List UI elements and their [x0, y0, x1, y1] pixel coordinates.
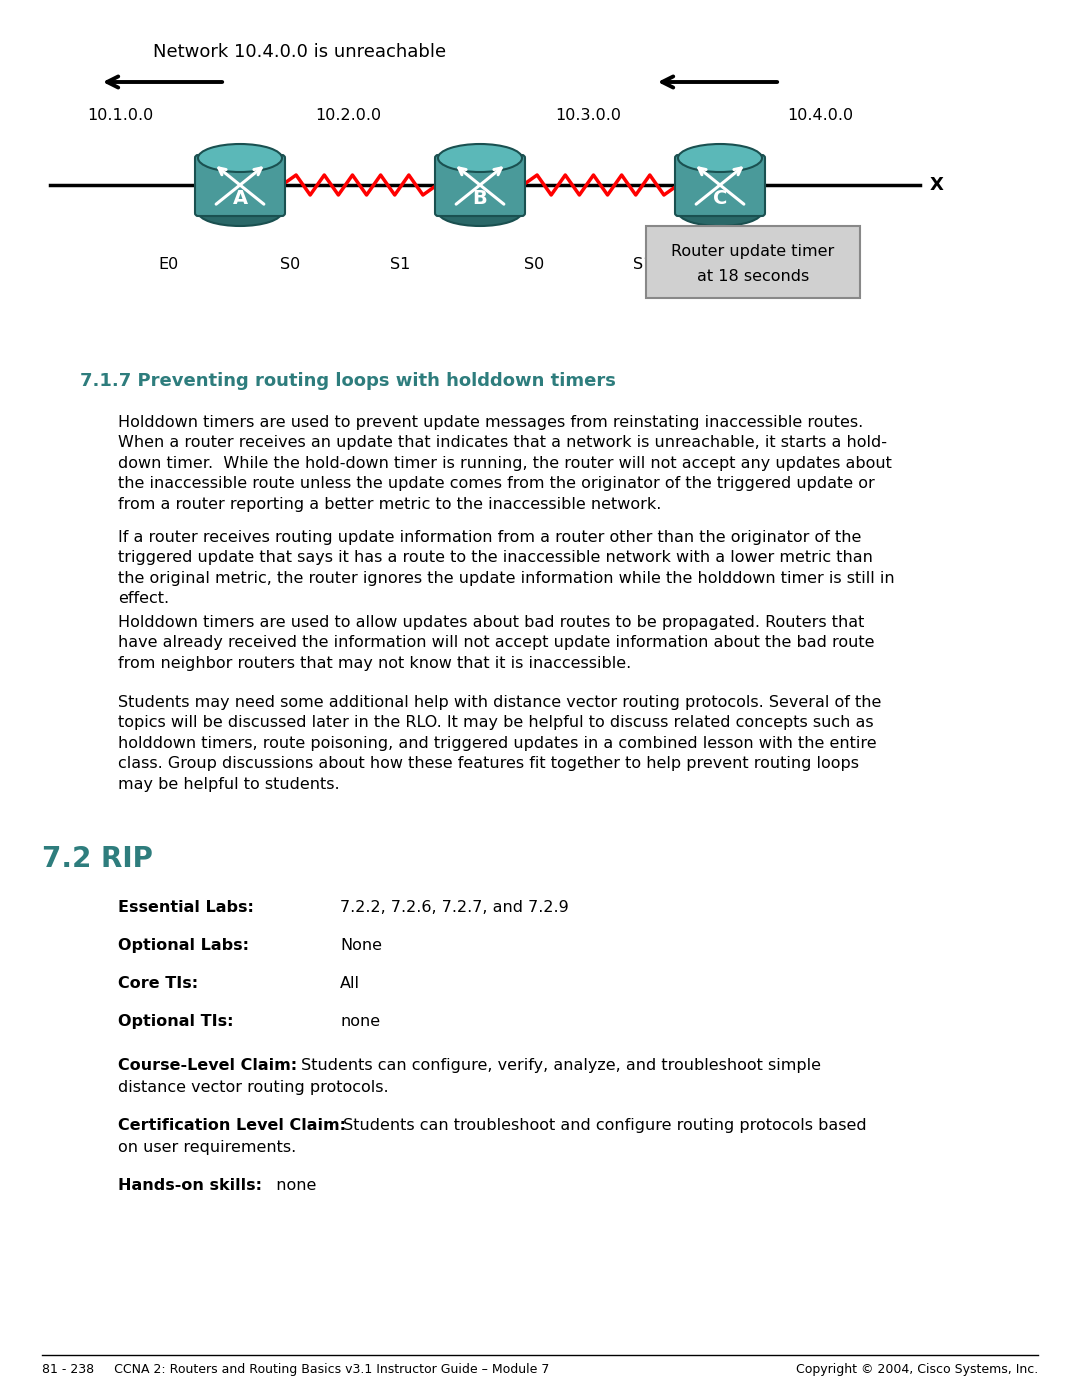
- Text: S0: S0: [524, 257, 544, 272]
- Ellipse shape: [678, 144, 762, 172]
- Text: none: none: [340, 1014, 380, 1030]
- Ellipse shape: [438, 198, 522, 226]
- Text: X: X: [930, 176, 944, 194]
- Text: Holddown timers are used to prevent update messages from reinstating inaccessibl: Holddown timers are used to prevent upda…: [118, 415, 892, 511]
- Text: S1: S1: [633, 257, 653, 272]
- Text: S1: S1: [390, 257, 410, 272]
- FancyBboxPatch shape: [195, 155, 285, 217]
- Text: Holddown timers are used to allow updates about bad routes to be propagated. Rou: Holddown timers are used to allow update…: [118, 615, 875, 671]
- Text: Optional TIs:: Optional TIs:: [118, 1014, 233, 1030]
- Text: A: A: [232, 189, 247, 208]
- Text: 10.3.0.0: 10.3.0.0: [555, 108, 621, 123]
- Ellipse shape: [438, 144, 522, 172]
- Text: Network 10.4.0.0 is unreachable: Network 10.4.0.0 is unreachable: [153, 43, 446, 61]
- Text: If a router receives routing update information from a router other than the ori: If a router receives routing update info…: [118, 529, 894, 606]
- Text: S0: S0: [280, 257, 300, 272]
- Text: Students may need some additional help with distance vector routing protocols. S: Students may need some additional help w…: [118, 694, 881, 792]
- Text: 81 - 238     CCNA 2: Routers and Routing Basics v3.1 Instructor Guide – Module 7: 81 - 238 CCNA 2: Routers and Routing Bas…: [42, 1363, 550, 1376]
- Text: B: B: [473, 189, 487, 208]
- Text: None: None: [340, 937, 382, 953]
- Text: All: All: [340, 977, 360, 990]
- Text: E0: E0: [158, 257, 178, 272]
- Text: 7.1.7 Preventing routing loops with holddown timers: 7.1.7 Preventing routing loops with hold…: [80, 372, 616, 390]
- Text: Students can troubleshoot and configure routing protocols based: Students can troubleshoot and configure …: [338, 1118, 866, 1133]
- FancyBboxPatch shape: [646, 226, 860, 298]
- Text: Copyright © 2004, Cisco Systems, Inc.: Copyright © 2004, Cisco Systems, Inc.: [796, 1363, 1038, 1376]
- Ellipse shape: [198, 198, 282, 226]
- Text: 10.2.0.0: 10.2.0.0: [315, 108, 381, 123]
- Text: Essential Labs:: Essential Labs:: [118, 900, 254, 915]
- Ellipse shape: [678, 198, 762, 226]
- Text: none: none: [266, 1178, 316, 1193]
- Text: Hands-on skills:: Hands-on skills:: [118, 1178, 262, 1193]
- Text: distance vector routing protocols.: distance vector routing protocols.: [118, 1080, 389, 1095]
- Text: Students can configure, verify, analyze, and troubleshoot simple: Students can configure, verify, analyze,…: [296, 1058, 821, 1073]
- Ellipse shape: [198, 144, 282, 172]
- Text: Router update timer: Router update timer: [672, 244, 835, 260]
- Text: Optional Labs:: Optional Labs:: [118, 937, 249, 953]
- Text: C: C: [713, 189, 727, 208]
- Text: 7.2.2, 7.2.6, 7.2.7, and 7.2.9: 7.2.2, 7.2.6, 7.2.7, and 7.2.9: [340, 900, 569, 915]
- FancyBboxPatch shape: [435, 155, 525, 217]
- FancyBboxPatch shape: [675, 155, 765, 217]
- Text: on user requirements.: on user requirements.: [118, 1140, 296, 1155]
- Text: at 18 seconds: at 18 seconds: [697, 270, 809, 285]
- Text: 10.1.0.0: 10.1.0.0: [86, 108, 153, 123]
- Text: E0: E0: [772, 257, 792, 272]
- Text: 10.4.0.0: 10.4.0.0: [787, 108, 853, 123]
- Text: Course-Level Claim:: Course-Level Claim:: [118, 1058, 297, 1073]
- Text: Certification Level Claim:: Certification Level Claim:: [118, 1118, 346, 1133]
- Text: Core TIs:: Core TIs:: [118, 977, 198, 990]
- Text: 7.2 RIP: 7.2 RIP: [42, 845, 153, 873]
